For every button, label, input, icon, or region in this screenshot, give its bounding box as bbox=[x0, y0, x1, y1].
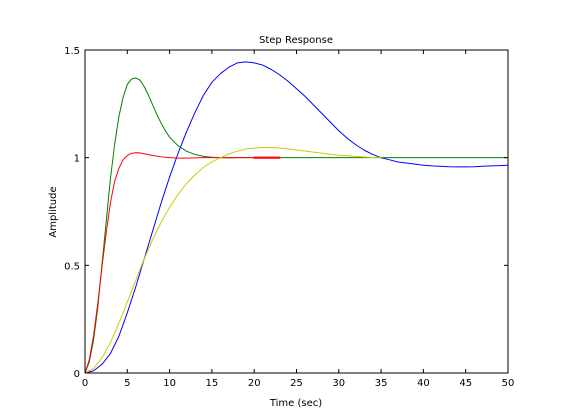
x-tick-label: 40 bbox=[417, 378, 430, 389]
y-tick-label: 0.5 bbox=[64, 261, 80, 272]
y-tick-label: 1.5 bbox=[64, 46, 80, 57]
axes-box bbox=[84, 49, 509, 374]
series-line-4 bbox=[84, 147, 382, 374]
x-tick-label: 30 bbox=[332, 378, 345, 389]
x-axis-label: Time (sec) bbox=[269, 398, 322, 409]
x-tick-label: 10 bbox=[163, 378, 176, 389]
x-tick-label: 5 bbox=[124, 378, 130, 389]
x-tick-label: 20 bbox=[248, 378, 261, 389]
x-tick-label: 35 bbox=[375, 378, 388, 389]
x-tick-label: 15 bbox=[206, 378, 219, 389]
series-line-3 bbox=[84, 152, 281, 374]
x-tick-label: 25 bbox=[290, 378, 303, 389]
chart-title: Step Response bbox=[259, 35, 333, 46]
y-tick-label: 0 bbox=[74, 369, 80, 380]
plot-area: 0 5 10 15 20 25 30 35 40 45 50 0 0.5 1 1.5 bbox=[64, 46, 514, 389]
y-tick-label: 1 bbox=[74, 154, 80, 165]
y-axis-label: Amplitude bbox=[48, 186, 59, 237]
x-tick-label: 45 bbox=[459, 378, 472, 389]
x-tick-label: 0 bbox=[82, 378, 88, 389]
series-line-1 bbox=[84, 61, 509, 374]
x-tick-label: 50 bbox=[502, 378, 515, 389]
